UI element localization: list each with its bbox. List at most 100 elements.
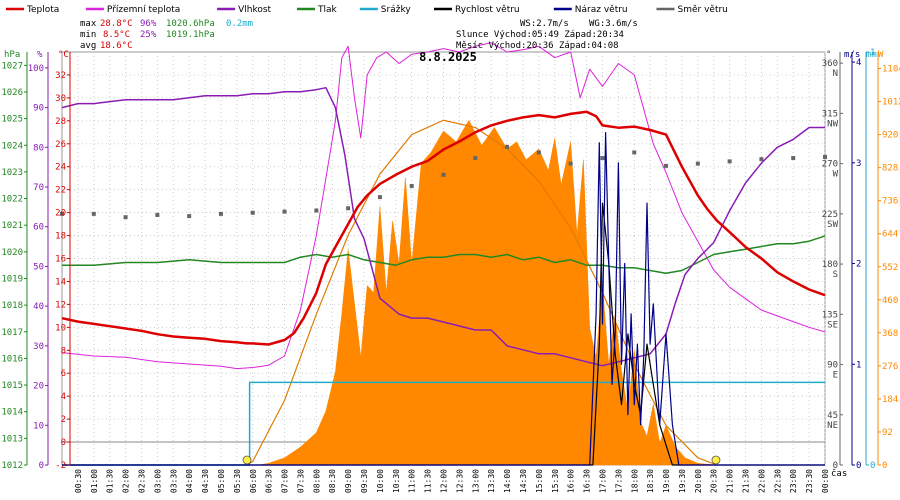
legend-label: Přízemní teplota bbox=[107, 5, 180, 15]
temp-tick-label: 10 bbox=[55, 323, 66, 333]
x-tick-label: 04:30 bbox=[201, 469, 210, 493]
rain-unit: mm bbox=[866, 50, 877, 60]
hum-tick-label: 50 bbox=[33, 262, 44, 272]
legend-item: Tlak bbox=[297, 5, 338, 15]
x-tick-label: 09:30 bbox=[360, 469, 369, 493]
x-tick-label: 03:00 bbox=[153, 469, 162, 493]
x-tick-label: 07:30 bbox=[296, 469, 305, 493]
temp-tick-label: 22 bbox=[55, 186, 66, 196]
x-tick-label: 10:00 bbox=[376, 469, 385, 493]
legend-label: Rychlost větru bbox=[455, 5, 520, 15]
temp-tick-label: 14 bbox=[55, 277, 66, 287]
x-tick-label: 09:00 bbox=[344, 469, 353, 493]
min-label: min bbox=[80, 30, 96, 40]
wind-speed-avg: WS:2.7m/s bbox=[520, 19, 569, 29]
temp-tick-label: 2 bbox=[61, 415, 66, 425]
legend-item: Náraz větru bbox=[553, 5, 628, 15]
wind-dir-mark bbox=[473, 156, 478, 161]
wind-tick-label: 1 bbox=[856, 360, 861, 370]
press-unit: hPa bbox=[4, 50, 20, 60]
press-tick-label: 1012 bbox=[1, 461, 23, 471]
x-tick-label: 14:30 bbox=[519, 469, 528, 493]
wind-gust-line bbox=[62, 132, 825, 466]
x-tick-label: 06:00 bbox=[249, 469, 258, 493]
wind-dir-mark bbox=[600, 156, 605, 161]
wind-dir-mark bbox=[664, 163, 669, 168]
press-tick-label: 1016 bbox=[1, 354, 23, 364]
temp-tick-label: 18 bbox=[55, 232, 66, 242]
press-tick-label: 1023 bbox=[1, 168, 23, 178]
x-tick-label: 15:30 bbox=[551, 469, 560, 493]
wind-dir-mark bbox=[377, 195, 382, 200]
dir-tick-label: 135 bbox=[822, 310, 838, 320]
temp-tick-label: 30 bbox=[55, 94, 66, 104]
solar-tick-label: 736 bbox=[882, 197, 898, 207]
x-tick-label: 20:30 bbox=[710, 469, 719, 493]
x-tick-label: 19:30 bbox=[678, 469, 687, 493]
wind-dir-mark bbox=[60, 211, 64, 216]
x-tick-label: 14:00 bbox=[503, 469, 512, 493]
solar-tick-label: 828 bbox=[882, 164, 898, 174]
press-tick-label: 1019 bbox=[1, 274, 23, 284]
press-tick-label: 1018 bbox=[1, 301, 23, 311]
dir-tick-label: 90 bbox=[827, 361, 838, 371]
solar-tick-label: 1012 bbox=[882, 98, 900, 108]
axes-layer: 00:30 01:00 01:30 02:00 02:30 03:00 03:30 04:00… bbox=[1, 48, 900, 493]
solar-tick-label: 92 bbox=[882, 428, 893, 438]
wind-dir-mark bbox=[123, 215, 128, 220]
legend-item: Srážky bbox=[359, 5, 412, 15]
x-tick-label: 13:00 bbox=[471, 469, 480, 493]
x-tick-label: 15:00 bbox=[535, 469, 544, 493]
wind-dir-mark bbox=[441, 172, 446, 177]
min-press: 1019.1hPa bbox=[166, 30, 215, 40]
x-tick-label: 00:30 bbox=[74, 469, 83, 493]
x-tick-label: 23:30 bbox=[805, 469, 814, 493]
x-tick-label: 11:00 bbox=[408, 469, 417, 493]
wind-unit: m/s bbox=[844, 50, 860, 60]
hum-tick-label: 80 bbox=[33, 143, 44, 153]
temp-tick-label: 0 bbox=[61, 438, 66, 448]
dir-tick-label: 270 bbox=[822, 160, 838, 170]
legend: Teplota Přízemní teplota Vlhkost Tlak Srážky… bbox=[6, 5, 728, 15]
avg-label: avg bbox=[80, 41, 96, 51]
sun-marker bbox=[242, 455, 252, 465]
wind-tick-label: 4 bbox=[856, 58, 861, 68]
legend-label: Směr větru bbox=[678, 5, 728, 15]
x-axis-label: čas bbox=[831, 468, 847, 479]
x-tick-label: 01:00 bbox=[90, 469, 99, 493]
x-tick-label: 01:30 bbox=[106, 469, 115, 493]
wind-dir-mark bbox=[823, 154, 827, 159]
temp-tick-label: 26 bbox=[55, 140, 66, 150]
wind-dir-mark bbox=[727, 159, 732, 164]
x-tick-label: 17:30 bbox=[614, 469, 623, 493]
press-tick-label: 1020 bbox=[1, 248, 23, 258]
stats-block: max 28.8°C 96% 1020.6hPa 0.2mm min 8.5°C… bbox=[80, 19, 253, 51]
temp-tick-label: 24 bbox=[55, 163, 66, 173]
legend-item: Vlhkost bbox=[217, 5, 272, 15]
legend-label: Náraz větru bbox=[575, 5, 628, 15]
wind-dir-mark bbox=[568, 161, 573, 166]
wind-dir-mark bbox=[91, 211, 96, 216]
ground-temp-line bbox=[61, 42, 826, 370]
legend-label: Srážky bbox=[381, 5, 412, 15]
rain-total: 0.2mm bbox=[226, 19, 253, 29]
legend-item: Směr větru bbox=[656, 5, 728, 15]
x-tick-label: 07:00 bbox=[281, 469, 290, 493]
x-tick-label: 00:00 bbox=[821, 469, 830, 493]
wind-tick-label: 0 bbox=[856, 461, 861, 471]
wind-dir-mark bbox=[632, 150, 637, 155]
solar-tick-label: 276 bbox=[882, 362, 898, 372]
x-tick-label: 02:30 bbox=[137, 469, 146, 493]
legend-item: Rychlost větru bbox=[434, 5, 520, 15]
x-tick-label: 18:30 bbox=[646, 469, 655, 493]
x-tick-label: 02:00 bbox=[122, 469, 131, 493]
dir-tick-label: 45 bbox=[827, 411, 838, 421]
max-temp: 28.8°C bbox=[100, 19, 133, 29]
x-tick-label: 20:00 bbox=[694, 469, 703, 493]
x-tick-label: 16:00 bbox=[567, 469, 576, 493]
solar-tick-label: 0 bbox=[882, 461, 887, 471]
pressure-line bbox=[62, 235, 826, 274]
moon-times: Měsíc Východ:20:36 Západ:04:08 bbox=[456, 41, 619, 51]
solar-tick-label: 368 bbox=[882, 329, 898, 339]
